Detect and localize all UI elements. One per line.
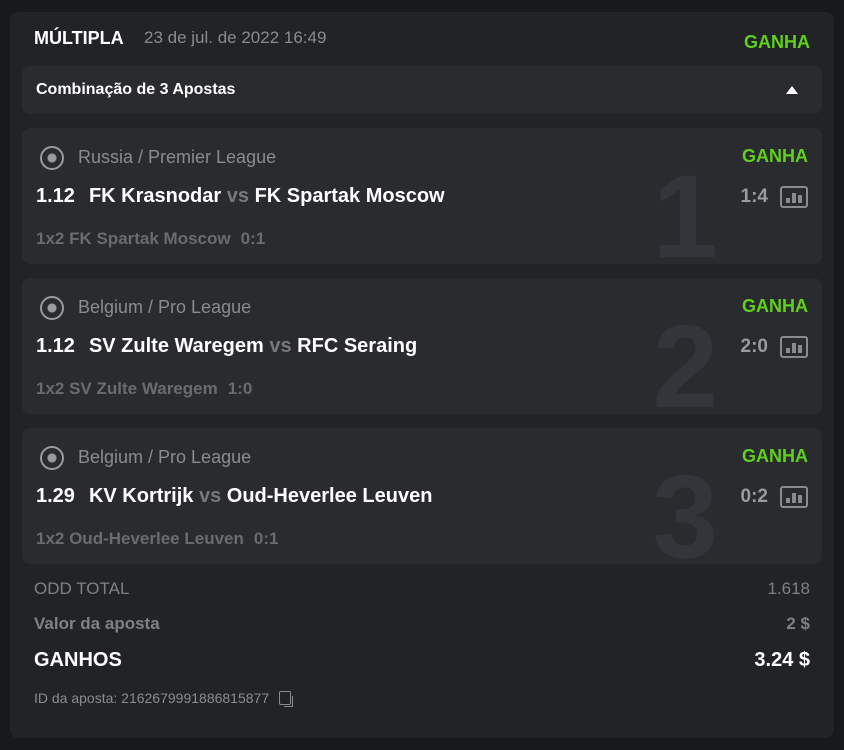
home-team: FK Krasnodar (88, 185, 222, 207)
market-pick: 1x2 FK Spartak Moscow (36, 229, 231, 248)
bet-id: ID da aposta: 2162679991886815877 (34, 690, 294, 707)
league: Belgium / Pro League (78, 447, 252, 467)
market-result: 1:0 (227, 379, 253, 398)
home-team: KV Kortrijk (88, 485, 194, 507)
bet-card: MÚLTIPLA 23 de jul. de 2022 16:49 GANHA … (10, 12, 834, 738)
league: Russia / Premier League (78, 147, 277, 167)
market: 1x2 Oud-Heverlee Leuven 0:1 (36, 529, 278, 549)
combination-toggle[interactable]: Combinação de 3 Apostas (22, 66, 822, 114)
match: 1.12 SV Zulte Waregem vs RFC Seraing (36, 335, 417, 358)
odd: 1.29 (36, 485, 75, 507)
away-team: Oud-Heverlee Leuven (226, 485, 433, 507)
match: 1.29 KV Kortrijk vs Oud-Heverlee Leuven (36, 485, 432, 508)
status-badge: GANHA (742, 446, 808, 466)
bet-header: MÚLTIPLA 23 de jul. de 2022 16:49 GANHA (34, 28, 810, 54)
stats-icon[interactable] (780, 486, 808, 508)
match: 1.12 FK Krasnodar vs FK Spartak Moscow (36, 185, 445, 208)
bet-item: 3 Belgium / Pro League GANHA 1.29 KV Kort… (22, 428, 822, 564)
stake-label: Valor da aposta (34, 614, 160, 633)
odd-total-row: ODD TOTAL 1.618 (34, 579, 810, 599)
bet-item: 2 Belgium / Pro League GANHA 1.12 SV Zult… (22, 278, 822, 414)
vs: vs (198, 485, 222, 507)
winnings-row: GANHOS 3.24 $ (34, 649, 810, 672)
bet-number: 2 (652, 301, 718, 414)
odd: 1.12 (36, 335, 75, 357)
stats-icon[interactable] (780, 186, 808, 208)
vs: vs (269, 335, 292, 357)
status-badge: GANHA (742, 296, 808, 316)
winnings-value: 3.24 $ (754, 649, 810, 671)
stake-row: Valor da aposta 2 $ (34, 614, 810, 634)
away-team: RFC Seraing (297, 335, 418, 357)
bet-number: 3 (652, 451, 718, 564)
market-result: 0:1 (240, 229, 266, 248)
home-team: SV Zulte Waregem (88, 335, 264, 357)
market-pick: 1x2 Oud-Heverlee Leuven (36, 529, 244, 548)
market: 1x2 FK Spartak Moscow 0:1 (36, 229, 265, 249)
soccer-ball-icon (40, 146, 64, 170)
stats-icon[interactable] (780, 336, 808, 358)
status-badge: GANHA (742, 146, 808, 166)
away-team: FK Spartak Moscow (254, 185, 445, 207)
bet-date: 23 de jul. de 2022 16:49 (144, 28, 327, 47)
bet-type: MÚLTIPLA (34, 28, 124, 48)
score: 1:4 (740, 186, 768, 207)
odd: 1.12 (36, 185, 75, 207)
odd-total-label: ODD TOTAL (34, 579, 130, 598)
combination-label: Combinação de 3 Apostas (36, 81, 236, 98)
market-pick: 1x2 SV Zulte Waregem (36, 379, 218, 398)
stake-value: 2 $ (786, 614, 810, 633)
status-badge: GANHA (744, 32, 810, 52)
soccer-ball-icon (40, 446, 64, 470)
winnings-label: GANHOS (34, 649, 122, 671)
soccer-ball-icon (40, 296, 64, 320)
score: 2:0 (740, 336, 768, 357)
market: 1x2 SV Zulte Waregem 1:0 (36, 379, 252, 399)
league: Belgium / Pro League (78, 297, 252, 317)
score: 0:2 (740, 486, 768, 507)
market-result: 0:1 (253, 529, 279, 548)
triangle-up-icon (786, 86, 798, 94)
bet-id-text: ID da aposta: 2162679991886815877 (34, 690, 270, 706)
bet-number: 1 (652, 151, 718, 264)
odd-total-value: 1.618 (767, 579, 810, 598)
vs: vs (226, 185, 249, 207)
copy-icon[interactable] (279, 691, 294, 707)
bet-item: 1 Russia / Premier League GANHA 1.12 FK K… (22, 128, 822, 264)
